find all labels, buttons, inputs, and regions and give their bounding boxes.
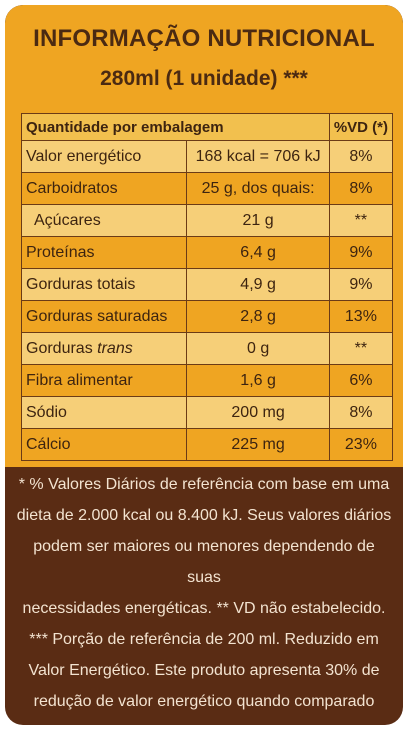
footnote-line: *** Porção de referência de 200 ml. Redu…: [29, 631, 379, 648]
table-row: Gorduras totais 4,9 g 9%: [20, 268, 394, 301]
nutrient-amount: 200 mg: [186, 396, 330, 429]
table-row: Cálcio 225 mg 23%: [20, 428, 394, 461]
nutrient-amount: 4,9 g: [186, 268, 330, 301]
label-top-panel: INFORMAÇÃO NUTRICIONAL 280ml (1 unidade)…: [5, 5, 403, 467]
table-row: Açúcares 21 g **: [20, 204, 394, 237]
table-row: Proteínas 6,4 g 9%: [20, 236, 394, 269]
footnotes: * % Valores Diários de referência com ba…: [15, 469, 393, 725]
nutrient-name-italic: trans: [97, 339, 133, 357]
nutrient-name: Gorduras saturadas: [20, 300, 188, 333]
nutrient-amount: 168 kcal = 706 kJ: [186, 140, 330, 173]
table-row: Gorduras saturadas 2,8 g 13%: [20, 300, 394, 333]
table-header-row: Quantidade por embalagem %VD (*): [21, 113, 394, 141]
nutrient-amount: 6,4 g: [186, 236, 330, 269]
nutrient-name: Valor energético: [20, 140, 188, 173]
nutrient-vd: 9%: [328, 236, 394, 269]
table-row: Gorduras trans 0 g **: [20, 332, 394, 365]
nutrient-vd: **: [328, 332, 394, 365]
footnote-line: a média de produtos similares do mercado…: [15, 717, 393, 725]
nutrient-vd: 8%: [328, 396, 394, 429]
footnote-line: redução de valor energético quando compa…: [33, 693, 375, 710]
nutrient-vd: 8%: [328, 140, 394, 173]
nutrient-amount: 21 g: [186, 204, 330, 237]
nutrient-name: Fibra alimentar: [20, 364, 188, 397]
serving-size: 280ml (1 unidade) ***: [100, 67, 308, 90]
nutrient-amount: 25 g, dos quais:: [186, 172, 330, 205]
nutrition-label: INFORMAÇÃO NUTRICIONAL 280ml (1 unidade)…: [5, 5, 403, 725]
nutrient-vd: 23%: [328, 428, 394, 461]
nutrient-name: Sódio: [20, 396, 188, 429]
nutrient-amount: 225 mg: [186, 428, 330, 461]
nutrient-amount: 0 g: [186, 332, 330, 365]
nutrient-name: Gorduras trans: [20, 332, 188, 365]
table-row: Valor energético 168 kcal = 706 kJ 8%: [20, 140, 394, 173]
nutrient-name: Açúcares: [20, 204, 188, 237]
footnote-line: Valor Energético. Este produto apresenta…: [28, 662, 380, 679]
nutrient-vd: 13%: [328, 300, 394, 333]
nutrient-name: Carboidratos: [20, 172, 188, 205]
table-row: Fibra alimentar 1,6 g 6%: [20, 364, 394, 397]
footnote-line: dieta de 2.000 kcal ou 8.400 kJ. Seus va…: [16, 507, 392, 524]
nutrient-vd: 6%: [328, 364, 394, 397]
table-row: Carboidratos 25 g, dos quais: 8%: [20, 172, 394, 205]
nutrient-amount: 2,8 g: [186, 300, 330, 333]
label-title: INFORMAÇÃO NUTRICIONAL: [33, 25, 375, 52]
nutrition-table: Quantidade por embalagem %VD (*) Valor e…: [20, 113, 394, 461]
quantity-header: Quantidade por embalagem: [21, 113, 330, 141]
table-row: Sódio 200 mg 8%: [20, 396, 394, 429]
nutrient-vd: 8%: [328, 172, 394, 205]
nutrient-amount: 1,6 g: [186, 364, 330, 397]
footnote-line: * % Valores Diários de referência com ba…: [18, 476, 390, 493]
nutrient-name: Gorduras totais: [20, 268, 188, 301]
footnote-line: necessidades energéticas. ** VD não esta…: [22, 600, 386, 617]
nutrient-vd: 9%: [328, 268, 394, 301]
footnote-line: podem ser maiores ou menores dependendo …: [33, 538, 375, 586]
nutrient-name-main: Gorduras: [26, 339, 93, 357]
nutrient-name: Proteínas: [20, 236, 188, 269]
nutrient-name: Cálcio: [20, 428, 188, 461]
nutrient-vd: **: [328, 204, 394, 237]
vd-header: %VD (*): [328, 113, 394, 141]
